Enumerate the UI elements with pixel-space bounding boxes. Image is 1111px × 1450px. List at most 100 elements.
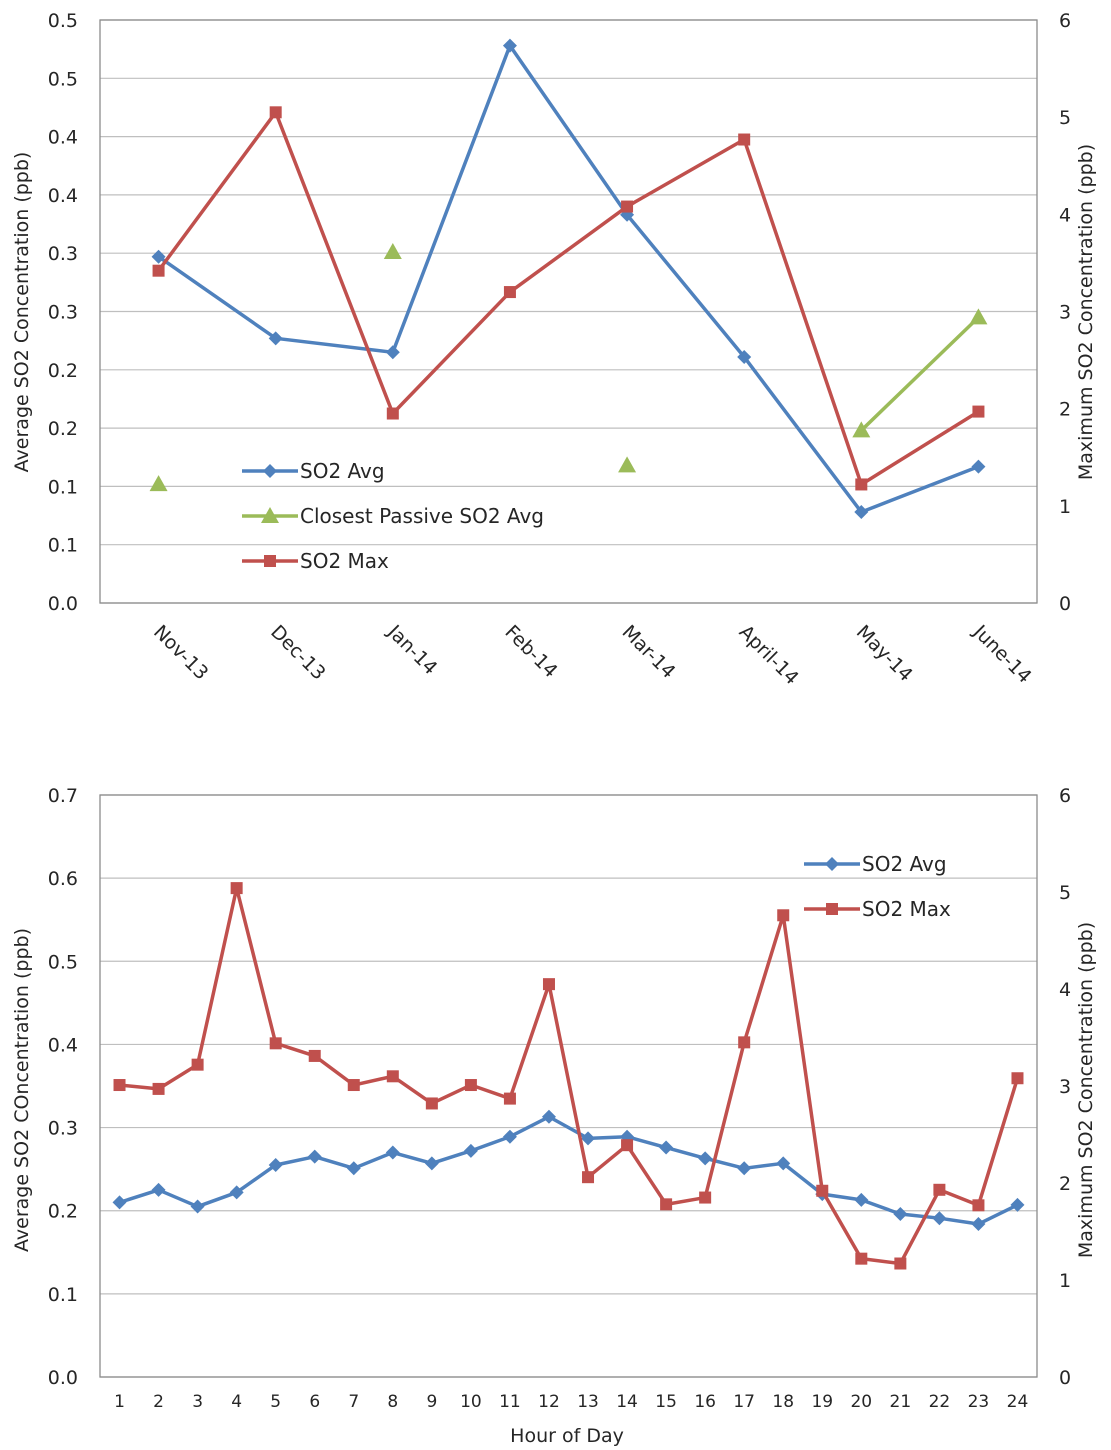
data-point [971,459,986,474]
gridlines [99,19,1038,604]
y-left-tick-label: 0.3 [48,302,78,324]
x-tick-label: Feb-14 [500,621,561,682]
legend-label: Closest Passive SO2 Avg [300,504,544,528]
data-point [268,331,283,346]
x-tick-label: 6 [309,1392,320,1412]
data-point [151,1182,166,1197]
data-point [969,308,988,325]
x-tick-label: Mar-14 [618,621,680,683]
data-point [932,1211,947,1226]
y-right-tick-label: 3 [1059,1076,1071,1098]
gridlines [99,794,1038,1378]
legend: SO2 Avg Closest Passive SO2 Avg SO2 Max [242,459,544,573]
x-tick-label: 20 [850,1392,872,1412]
y-right-tick-label: 5 [1059,882,1071,904]
x-tick-label: 1 [114,1392,125,1412]
x-tick-label: 17 [733,1392,755,1412]
y-left-tick-label: 0.2 [48,360,78,382]
data-point [425,1097,438,1110]
x-tick-label: 22 [929,1392,951,1412]
y-right-axis-title: Maximum SO2 Concentration (ppb) [1075,144,1097,480]
data-point [854,1192,869,1207]
y-left-tick-label: 0.0 [48,593,78,615]
legend-marker [826,903,838,915]
data-point [112,1195,127,1210]
x-tick-label: June-14 [968,620,1035,687]
legend-label: SO2 Avg [862,852,947,876]
data-point [503,286,516,299]
data-point [620,1129,635,1144]
x-tick-label: 16 [694,1392,716,1412]
data-point [660,1198,673,1211]
data-point [152,1082,165,1095]
y-left-tick-label: 0.7 [48,785,78,807]
y-left-tick-label: 0.1 [48,535,78,557]
data-point [149,475,168,492]
x-tick-label: 2 [153,1392,164,1412]
series-line [157,110,980,487]
data-point [308,1049,321,1062]
data-point [307,1149,322,1164]
x-tick-label: May-14 [852,621,917,686]
series-layer [112,882,1025,1270]
data-point [659,1140,674,1155]
x-tick-label: Dec-13 [266,621,330,685]
y-right-tick-label: 2 [1059,399,1071,421]
data-point [230,882,243,895]
data-point [972,1199,985,1212]
y-left-tick-label: 0.3 [48,243,78,265]
x-tick-label: 11 [499,1392,521,1412]
y-right-tick-label: 2 [1059,1173,1071,1195]
data-point [269,1037,282,1050]
data-point [383,243,402,260]
y-right-tick-label: 4 [1059,979,1071,1001]
y-left-tick-label: 0.6 [48,868,78,890]
y-left-tick-label: 0.4 [48,1034,78,1056]
series-layer [149,38,988,520]
data-point [777,909,790,922]
x-tick-label: 10 [460,1392,482,1412]
y-left-tick-label: 0.0 [48,1367,78,1389]
data-point [152,264,165,277]
data-point [854,505,869,520]
data-point [621,200,634,213]
data-point [699,1191,712,1204]
x-tick-label: 8 [387,1392,398,1412]
data-point [933,1183,946,1196]
data-point [582,1171,595,1184]
data-point [1011,1072,1024,1085]
y-left-tick-label: 0.2 [48,1201,78,1223]
data-point [113,1079,126,1092]
data-point [855,478,868,491]
data-point [191,1058,204,1071]
data-point [852,421,871,438]
y-left-tick-label: 0.4 [48,185,78,207]
data-point [737,349,752,364]
chart-monthly-so2: 0.0 0.1 0.1 0.2 0.2 0.3 0.3 0.4 0.4 0.5 0.5 0 1 2 3 4 5 6… [11,10,1097,689]
data-point [737,1161,752,1176]
x-tick-label: April-14 [735,621,803,689]
x-tick-label: 13 [577,1392,599,1412]
y-right-tick-label: 0 [1059,1367,1071,1389]
data-point [268,1157,283,1172]
legend-label: SO2 Max [300,549,389,573]
x-tick-label: 9 [426,1392,437,1412]
x-tick-label: 21 [890,1392,912,1412]
data-point [347,1079,360,1092]
data-point [776,1156,791,1171]
legend-label: SO2 Avg [300,459,385,483]
x-tick-label: 4 [231,1392,242,1412]
data-point [816,1184,829,1197]
data-point [151,249,166,264]
data-point [541,1109,556,1124]
data-point [581,1131,596,1146]
x-tick-label: 18 [772,1392,794,1412]
y-left-tick-label: 0.5 [48,10,78,32]
y-left-tick-label: 0.1 [48,476,78,498]
x-tick-label: 19 [811,1392,833,1412]
plot-frame [99,794,1038,1378]
data-point [502,38,517,53]
legend-marker [825,857,839,871]
x-tick-label: Jan-14 [383,620,442,679]
